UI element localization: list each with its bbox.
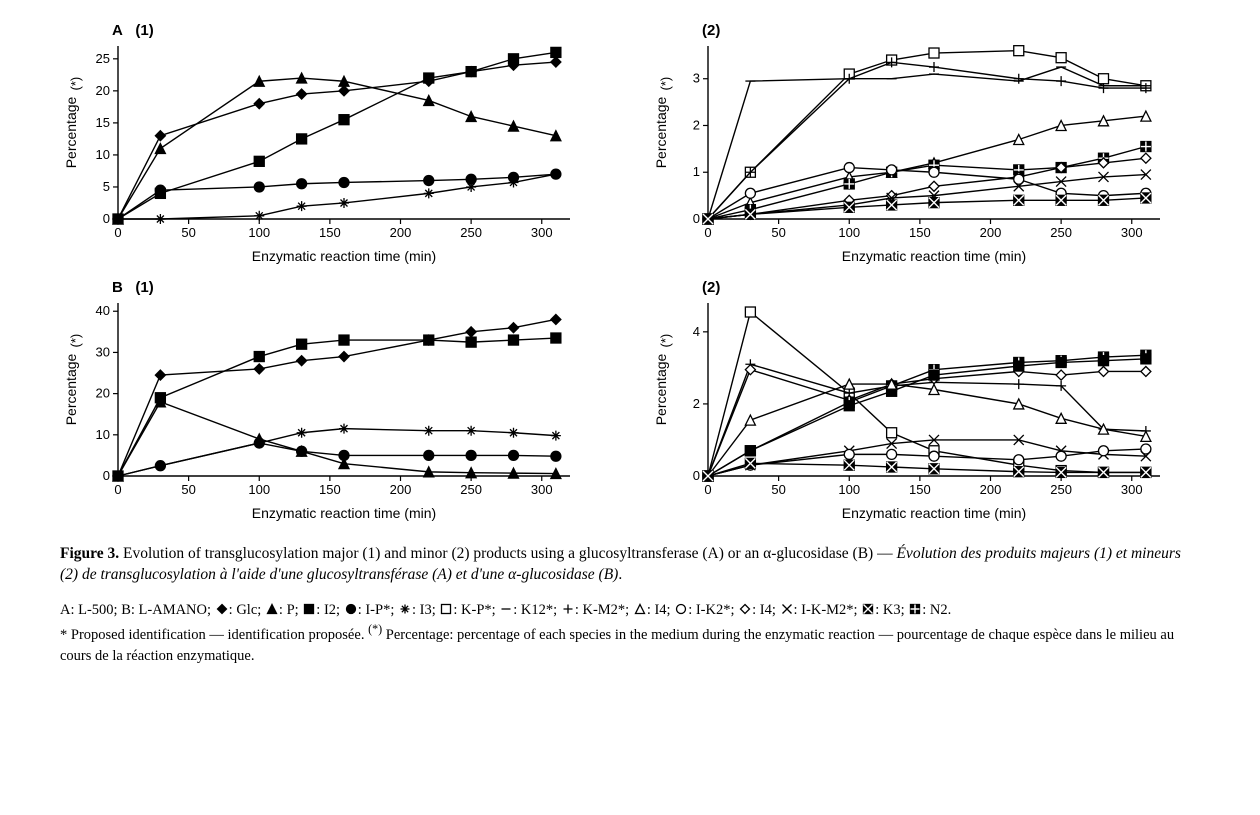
- svg-text:0: 0: [704, 482, 711, 497]
- panel-A1: A (1) 0 50 100 150 200 250 300 0 5 10 15 20 25 Enzyma…: [60, 24, 610, 269]
- panel-num: (2): [702, 22, 720, 39]
- svg-text:10: 10: [96, 147, 110, 162]
- svg-text:300: 300: [1121, 225, 1143, 240]
- svg-text:(*): (*): [658, 77, 673, 91]
- svg-text:200: 200: [390, 225, 412, 240]
- svg-text:250: 250: [1050, 225, 1072, 240]
- legend-item: : I-K2*;: [674, 602, 738, 618]
- svg-text:1: 1: [693, 164, 700, 179]
- svg-text:0: 0: [704, 225, 711, 240]
- legend-item: : I4;: [738, 602, 779, 618]
- legend-item: : K-P*;: [439, 602, 499, 618]
- legend-item: : K-M2*;: [561, 602, 633, 618]
- svg-text:300: 300: [1121, 482, 1143, 497]
- svg-text:Percentage: Percentage: [63, 96, 79, 168]
- legend-item: : I3;: [398, 602, 439, 618]
- svg-text:100: 100: [248, 482, 270, 497]
- svg-text:150: 150: [319, 225, 341, 240]
- svg-text:20: 20: [96, 83, 110, 98]
- legend-item: : K12*;: [499, 602, 561, 618]
- panel-num: (1): [135, 22, 153, 39]
- svg-text:4: 4: [693, 324, 700, 339]
- svg-text:20: 20: [96, 386, 110, 401]
- chart-grid: A (1) 0501001502002503000510152025Enzyma…: [60, 24, 1200, 526]
- panel-B1: B (1) 0 50 100 150 200 250 300 0 10 20 30 40 Enzymat…: [60, 281, 610, 526]
- svg-text:250: 250: [1050, 482, 1072, 497]
- caption-english: Evolution of transglucosylation major (1…: [123, 545, 873, 562]
- figure-legend: A: L-500; B: L-AMANO; : Glc; : P; : I2; …: [60, 600, 1200, 667]
- svg-text:25: 25: [96, 51, 110, 66]
- figure-caption: Figure 3. Evolution of transglucosylatio…: [60, 544, 1200, 586]
- legend-item: : Glc;: [215, 602, 265, 618]
- svg-text:Enzymatic reaction time (min): Enzymatic reaction time (min): [842, 505, 1026, 521]
- svg-text:30: 30: [96, 344, 110, 359]
- svg-text:50: 50: [771, 225, 785, 240]
- svg-text:0: 0: [114, 482, 121, 497]
- svg-text:3: 3: [693, 71, 700, 86]
- svg-text:0: 0: [103, 468, 110, 483]
- svg-text:150: 150: [909, 225, 931, 240]
- svg-text:100: 100: [248, 225, 270, 240]
- figure-number: Figure 3.: [60, 545, 119, 562]
- svg-text:150: 150: [909, 482, 931, 497]
- svg-text:300: 300: [531, 482, 553, 497]
- legend-item: : K3;: [861, 602, 908, 618]
- svg-text:2: 2: [693, 117, 700, 132]
- svg-text:150: 150: [319, 482, 341, 497]
- svg-text:50: 50: [181, 482, 195, 497]
- svg-text:0: 0: [693, 468, 700, 483]
- svg-text:0: 0: [114, 225, 121, 240]
- svg-text:Percentage: Percentage: [653, 353, 669, 425]
- svg-text:100: 100: [838, 482, 860, 497]
- svg-text:Percentage: Percentage: [653, 96, 669, 168]
- svg-text:300: 300: [531, 225, 553, 240]
- svg-text:250: 250: [460, 225, 482, 240]
- panel-letter: A: [112, 22, 123, 39]
- svg-text:50: 50: [181, 225, 195, 240]
- svg-text:200: 200: [390, 482, 412, 497]
- svg-text:Enzymatic reaction time (min): Enzymatic reaction time (min): [252, 505, 436, 521]
- svg-text:0: 0: [693, 211, 700, 226]
- svg-text:50: 50: [771, 482, 785, 497]
- svg-text:10: 10: [96, 427, 110, 442]
- legend-item: : I2;: [302, 602, 343, 618]
- legend-pct-en: Percentage: percentage of each species i…: [386, 627, 875, 643]
- legend-item: : I-P*;: [344, 602, 398, 618]
- svg-text:2: 2: [693, 396, 700, 411]
- legend-prefix: A: L-500; B: L-AMANO;: [60, 602, 215, 618]
- panel-letter: B: [112, 279, 123, 296]
- svg-text:Enzymatic reaction time (min): Enzymatic reaction time (min): [842, 248, 1026, 264]
- svg-text:Percentage: Percentage: [63, 353, 79, 425]
- svg-text:100: 100: [838, 225, 860, 240]
- svg-text:5: 5: [103, 179, 110, 194]
- svg-text:200: 200: [980, 225, 1002, 240]
- svg-text:(*): (*): [658, 334, 673, 348]
- svg-text:200: 200: [980, 482, 1002, 497]
- panel-num: (2): [702, 279, 720, 296]
- svg-text:(*): (*): [68, 334, 83, 348]
- panel-num: (1): [135, 279, 153, 296]
- legend-note-en: * Proposed identification: [60, 627, 206, 643]
- panel-B2: (2) 0 50 100 150 200 250 300 0 2 4 Enzymatic react…: [650, 281, 1200, 526]
- legend-item: : I-K-M2*;: [780, 602, 862, 618]
- legend-item: : I4;: [633, 602, 674, 618]
- svg-text:(*): (*): [68, 77, 83, 91]
- svg-text:250: 250: [460, 482, 482, 497]
- legend-item: : N2.: [908, 602, 951, 618]
- svg-text:40: 40: [96, 303, 110, 318]
- svg-text:0: 0: [103, 211, 110, 226]
- legend-item: : P;: [265, 602, 302, 618]
- panel-A2: (2) 0 50 100 150 200 250 300 0 1 2 3 Enzymatic reac…: [650, 24, 1200, 269]
- percent-marker: (*): [368, 622, 382, 636]
- svg-text:15: 15: [96, 115, 110, 130]
- legend-note-fr: identification proposée: [228, 627, 361, 643]
- svg-text:Enzymatic reaction time (min): Enzymatic reaction time (min): [252, 248, 436, 264]
